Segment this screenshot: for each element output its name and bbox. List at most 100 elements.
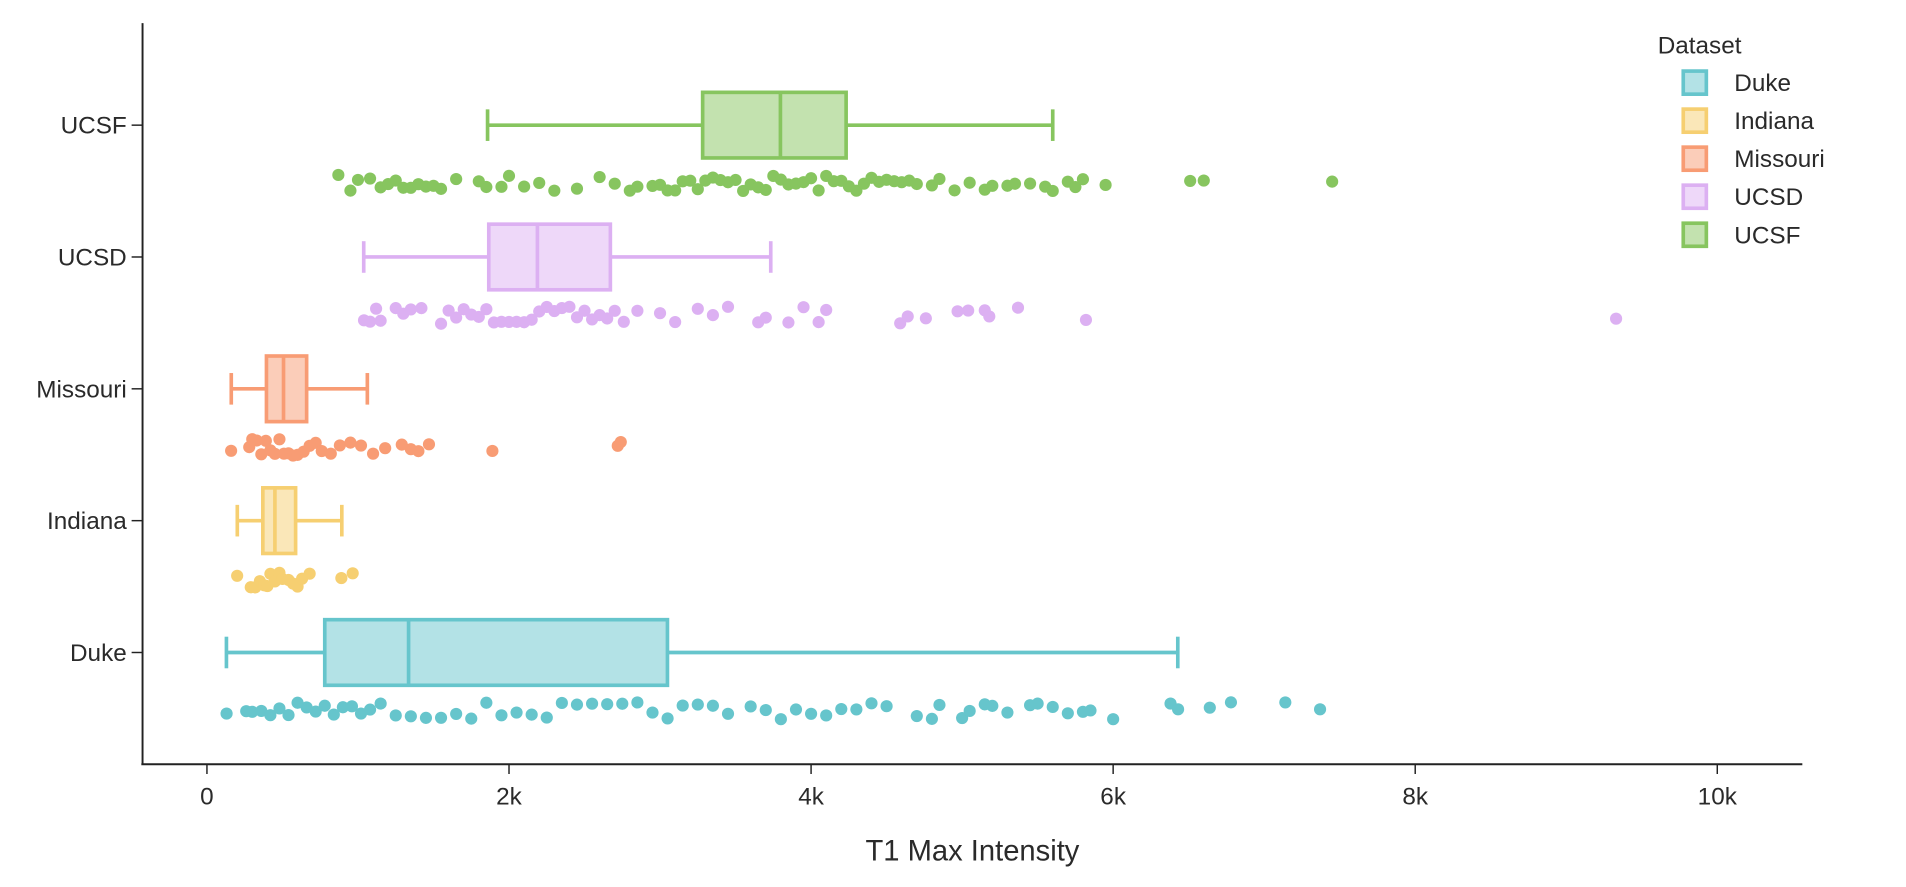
data-point [450,311,463,324]
data-point [1279,696,1292,709]
data-point [450,173,463,186]
data-point [782,316,795,329]
legend-swatch-duke [1681,69,1709,96]
data-point [669,315,682,329]
data-point [344,436,357,449]
data-point [389,174,402,187]
data-point [925,712,938,725]
data-point [850,703,863,716]
data-point [601,312,614,325]
y-tick-label: UCSD [58,244,127,271]
box-iqr [322,617,670,688]
data-point [962,304,975,317]
data-point [1313,703,1327,716]
data-point [1197,174,1210,187]
data-point [617,315,630,328]
series-duke [220,617,1327,726]
data-point [601,698,614,711]
data-point [282,709,295,722]
data-point [354,439,368,452]
data-point [324,447,337,460]
data-point [404,710,417,723]
x-axis-ticks: 0 2k 4k 6k 8k 10k [200,764,1738,810]
data-point [225,444,238,457]
legend-swatch-ucsd [1681,183,1709,211]
data-point [570,182,584,195]
data-point [363,703,377,716]
data-point [422,438,436,451]
legend: Dataset Duke Indiana Missouri UCSD UCSF [1658,32,1825,249]
data-point [820,303,833,317]
data-point [1610,312,1623,325]
data-point [910,177,923,191]
data-point [1107,713,1120,726]
data-point [333,439,346,452]
x-tick-label: 4k [798,783,825,810]
data-point [518,180,531,193]
data-point [797,301,810,314]
data-point [983,310,996,323]
data-point [774,713,787,726]
x-tick-label: 10k [1698,783,1738,810]
plot-marks [220,90,1623,726]
data-point [259,434,272,447]
data-point [676,699,689,712]
box-iqr [264,354,309,424]
data-point [374,697,387,710]
data-point [684,174,697,187]
data-point [631,304,644,317]
series-ucsf [332,90,1339,198]
data-point [901,310,914,323]
data-point [1069,180,1082,194]
data-point [759,183,772,196]
data-point [789,703,803,716]
y-tick-label: Duke [70,640,127,667]
legend-label: UCSD [1734,184,1803,211]
box-iqr [700,90,848,160]
data-point [486,444,499,458]
data-point [300,701,313,714]
data-point [502,169,516,182]
legend-swatch-indiana [1681,107,1709,135]
data-point [608,177,621,190]
data-point [1099,178,1112,192]
data-point [963,176,976,189]
data-point [1011,301,1025,314]
data-point [495,180,508,193]
data-point [255,448,268,461]
data-point [495,709,508,722]
data-point [480,180,493,194]
data-point [1224,696,1238,709]
data-point [404,303,417,316]
data-point [812,184,825,197]
data-point [646,706,659,719]
data-point [273,702,286,715]
data-point [1326,175,1339,188]
legend-label: Missouri [1734,146,1824,173]
data-point [919,312,932,325]
data-point [264,709,277,722]
data-point [1076,173,1090,186]
data-point [303,567,316,580]
data-point [729,173,742,187]
data-point [691,698,704,711]
data-point [480,696,493,709]
data-point [335,571,348,585]
data-point [379,442,392,455]
data-point [450,707,463,720]
data-point [759,703,772,717]
data-point [525,708,538,721]
data-point [246,705,259,718]
data-point [389,709,402,722]
legend-title: Dataset [1658,32,1742,59]
data-point [865,697,878,710]
data-point [835,702,848,716]
data-point [1084,704,1097,717]
legend-label: Duke [1734,70,1791,97]
data-point [268,447,281,460]
data-point [374,314,387,327]
data-point [880,700,893,713]
data-point [510,706,523,719]
data-point [351,173,365,186]
data-point [586,697,599,710]
